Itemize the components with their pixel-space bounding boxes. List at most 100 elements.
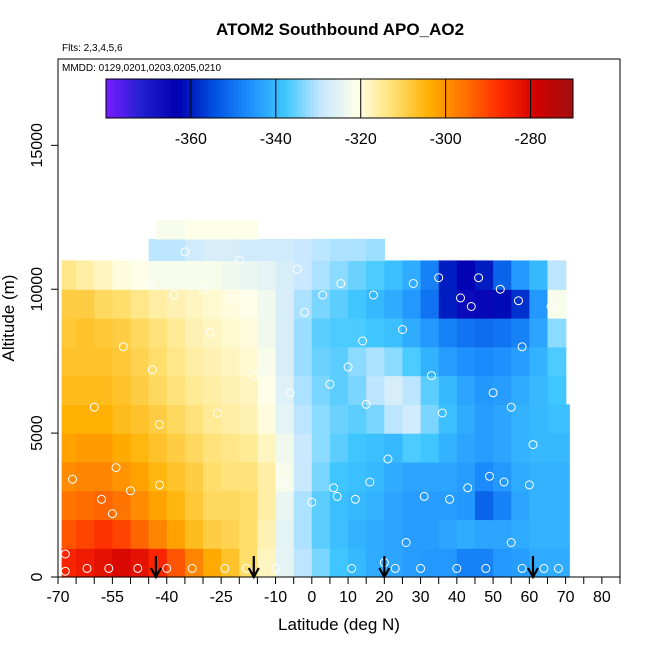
x-tick-label: -10 — [264, 589, 287, 606]
colorbar-cell — [178, 79, 183, 118]
x-tick-label: -25 — [210, 589, 233, 606]
heatmap-cell — [257, 260, 277, 290]
heatmap-cell — [221, 375, 240, 405]
heatmap-cell — [511, 461, 530, 492]
heatmap-cell — [493, 318, 512, 348]
heatmap-cell — [61, 260, 77, 290]
colorbar-cell — [326, 79, 332, 118]
heatmap-cell — [221, 404, 240, 434]
colorbar-cell — [471, 79, 476, 118]
colorbar-ticks: -360 -340 -320 -300 -280 — [175, 79, 547, 148]
heatmap-cell — [275, 433, 295, 463]
observation-points — [60, 230, 563, 576]
heatmap-cell — [184, 318, 204, 348]
heatmap-cell — [366, 346, 385, 377]
heatmap-cell — [94, 548, 113, 578]
heatmap-cell — [61, 375, 77, 405]
x-tick-label: 20 — [375, 589, 393, 606]
colorbar-cell — [466, 79, 472, 118]
heatmap-cell — [329, 519, 349, 549]
heatmap-cell — [130, 375, 150, 405]
colorbar-tick-label: -280 — [515, 131, 547, 148]
heatmap-cell — [456, 346, 476, 377]
heatmap-cell — [76, 404, 95, 434]
colorbar-cell — [483, 79, 489, 118]
x-axis-label: Latitude (deg N) — [278, 615, 400, 634]
observation-point — [437, 408, 447, 418]
colorbar-cell — [386, 79, 391, 118]
heatmap-cell — [293, 375, 313, 405]
x-tick-label: 40 — [448, 589, 466, 606]
colorbar-cell — [407, 79, 413, 118]
heatmap-cell — [257, 548, 277, 578]
observation-point — [517, 342, 527, 352]
colorbar-cell — [224, 79, 230, 118]
heatmap-cell — [166, 289, 186, 319]
heatmap-cell — [184, 519, 204, 549]
x-tick-label: 60 — [520, 589, 538, 606]
heatmap-cell — [456, 404, 476, 434]
colorbar-cell — [530, 79, 536, 118]
heatmap-cell — [148, 461, 168, 492]
heatmap-cell — [493, 490, 512, 521]
heatmap-cell — [76, 375, 95, 405]
heatmap-cell — [275, 238, 295, 262]
heatmap-cell — [558, 375, 567, 405]
chart-title: ATOM2 Southbound APO_AO2 — [216, 20, 464, 39]
heatmap-cell — [148, 404, 168, 434]
observation-point — [419, 491, 429, 501]
heatmap-cell — [221, 461, 240, 492]
heatmap-cell — [438, 318, 458, 348]
heatmap-cell — [148, 346, 168, 377]
colorbar-cell — [148, 79, 154, 118]
observation-point — [524, 480, 534, 490]
heatmap-cell — [529, 346, 549, 377]
heatmap-cell — [148, 238, 168, 262]
heatmap-cell — [420, 375, 440, 405]
heatmap-cell — [239, 346, 259, 377]
observation-point — [499, 477, 509, 487]
heatmap-cell — [420, 404, 440, 434]
heatmap-cell — [112, 289, 132, 319]
heatmap-cell — [221, 519, 240, 549]
heatmap-cell — [474, 318, 494, 348]
heatmap-cell — [94, 289, 113, 319]
heatmap-cell — [61, 490, 77, 521]
colorbar-cell — [543, 79, 549, 118]
colorbar-cell — [271, 79, 277, 118]
x-tick-label: 10 — [339, 589, 357, 606]
heatmap-cell — [420, 433, 440, 463]
observation-point — [383, 454, 393, 464]
observation-point — [89, 402, 99, 412]
colorbar-cell — [373, 79, 379, 118]
heatmap-cell — [366, 289, 385, 319]
colorbar-cell — [203, 79, 209, 118]
heatmap-cell — [130, 346, 150, 377]
observation-point — [107, 509, 117, 519]
heatmap-cell — [420, 318, 440, 348]
colorbar-tick-label: -320 — [345, 131, 377, 148]
observation-point — [358, 336, 368, 346]
colorbar-cell — [445, 79, 451, 118]
heatmap-cell — [438, 260, 458, 290]
heatmap-cell — [221, 260, 240, 290]
heatmap-cell — [148, 318, 168, 348]
heatmap-cell — [529, 433, 549, 463]
heatmap-cell — [348, 318, 367, 348]
observation-point — [133, 563, 143, 573]
heatmap-cell — [402, 519, 422, 549]
heatmap-cell — [257, 346, 277, 377]
heatmap-cell — [203, 404, 222, 434]
colorbar-cell — [390, 79, 396, 118]
plot-frame — [57, 58, 621, 578]
heatmap-cell — [558, 461, 570, 492]
heatmap-cell — [257, 404, 277, 434]
heatmap-cell — [257, 519, 277, 549]
heatmap-cell — [384, 519, 404, 549]
colorbar-cell — [513, 79, 519, 118]
heatmap-cell — [148, 260, 168, 290]
heatmap-cell — [366, 260, 385, 290]
heatmap-cell — [456, 548, 476, 578]
heatmap-cell — [420, 346, 440, 377]
observation-point — [528, 440, 538, 450]
